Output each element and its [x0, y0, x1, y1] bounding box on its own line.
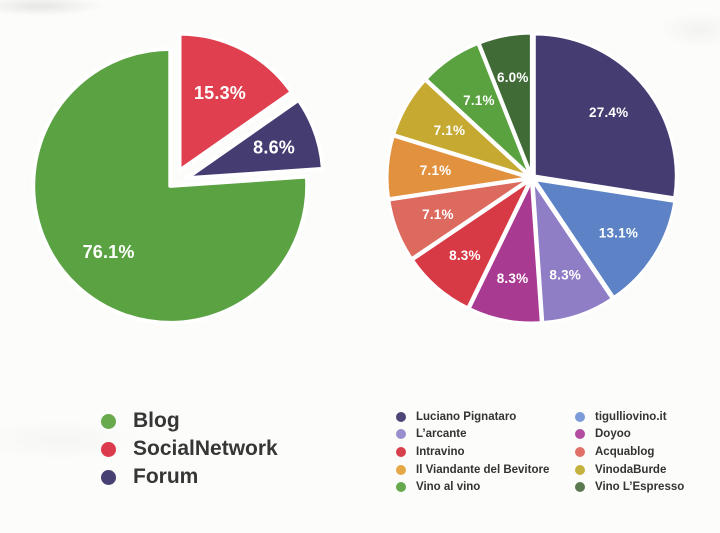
legend-item-vinodaburde: VinodaBurde: [575, 461, 684, 479]
legend-color-dot: [101, 413, 116, 429]
pie-slice-percentage-label: 6.0%: [497, 70, 529, 85]
pie-slice-percentage-label: 27.4%: [589, 105, 628, 120]
pie-slice-percentage-label: 7.1%: [463, 93, 495, 108]
legend-item-socialnetwork: SocialNetwork: [101, 435, 278, 463]
legend-color-dot: [101, 441, 116, 457]
source-type-pie-chart: 15.3% 8.6% 76.1%: [31, 31, 325, 325]
pie-slice-percentage-label: 76.1%: [83, 242, 135, 262]
legend-color-dot: [101, 469, 116, 485]
pie-slice-percentage-label: 7.1%: [422, 207, 454, 222]
legend-label: tigulliovino.it: [595, 410, 667, 423]
legend-color-dot: [575, 446, 585, 457]
legend-label: Luciano Pignataro: [416, 410, 517, 423]
legend-color-dot: [575, 482, 585, 493]
pie-slice-blog: [31, 46, 310, 325]
pie-slice-percentage-label: 8.3%: [449, 248, 481, 263]
legend-label: VinodaBurde: [595, 463, 667, 476]
legend-label: Doyoo: [595, 428, 631, 441]
legend-label: Acquablog: [595, 445, 655, 458]
pie-slice-vino-l-espresso: [477, 31, 533, 177]
pie-slice-percentage-label: 15.3%: [194, 83, 246, 103]
blog-legend-column-2: tigulliovino.it Doyoo Acquablog VinodaBurde…: [575, 408, 684, 496]
legend-item-luciano-pignataro: Luciano Pignataro: [396, 408, 575, 426]
pie-slice-l-arcante: [531, 179, 614, 324]
legend-item-blog: Blog: [101, 407, 278, 435]
pie-slice-percentage-label: 7.1%: [420, 163, 452, 178]
legend-label: Il Viandante del Bevitore: [416, 463, 550, 476]
legend-label: Blog: [133, 409, 180, 432]
pie-slice-percentage-label: 8.3%: [497, 271, 529, 286]
pie-slice-socialnetwork: [177, 31, 294, 173]
pie-slice-luciano-pignataro: [532, 32, 678, 200]
legend-color-dot: [396, 464, 406, 475]
blog-legend-column-1: Luciano Pignataro L’arcante Intravino Il Vi…: [396, 408, 575, 496]
legend-item-intravino: Intravino: [396, 443, 575, 461]
legend-label: L’arcante: [416, 428, 467, 441]
blog-ranking-pie-chart: 27.4%13.1%8.3%8.3%8.3%7.1%7.1%7.1%7.1%6.…: [385, 31, 678, 325]
legend-color-dot: [396, 429, 406, 440]
legend-color-dot: [575, 411, 585, 422]
legend-color-dot: [396, 411, 406, 422]
legend-color-dot: [396, 482, 406, 493]
pie-slice-intravino: [410, 178, 532, 310]
source-type-legend: Blog SocialNetwork Forum: [101, 407, 278, 491]
blog-ranking-legend: Luciano Pignataro L’arcante Intravino Il Vi…: [396, 408, 684, 496]
legend-item-vino-l-espresso: Vino L’Espresso: [575, 478, 684, 496]
legend-label: Vino L’Espresso: [595, 481, 685, 494]
legend-color-dot: [575, 464, 585, 475]
legend-label: Intravino: [416, 445, 465, 458]
pie-slice-doyoo: [467, 179, 543, 325]
legend-item-vino-al-vino: Vino al vino: [396, 478, 575, 496]
legend-item-l-arcante: L’arcante: [396, 426, 575, 444]
legend-item-il-viandante-del-bevitore: Il Viandante del Bevitore: [396, 461, 575, 479]
legend-label: SocialNetwork: [133, 437, 278, 460]
legend-item-forum: Forum: [101, 463, 278, 491]
legend-item-acquablog: Acquablog: [575, 443, 684, 461]
legend-label: Forum: [133, 465, 199, 488]
pie-slice-percentage-label: 8.3%: [549, 267, 581, 282]
legend-item-doyoo: Doyoo: [575, 426, 684, 444]
pie-slice-percentage-label: 8.6%: [253, 137, 295, 157]
legend-color-dot: [575, 429, 585, 440]
pie-slice-forum: [184, 97, 325, 181]
pie-slice-tigulliovino.it: [533, 178, 677, 299]
legend-color-dot: [396, 446, 406, 457]
pie-slice-percentage-label: 13.1%: [599, 226, 638, 241]
legend-label: Vino al vino: [416, 481, 481, 494]
pie-slice-percentage-label: 7.1%: [434, 123, 466, 138]
legend-item-tigulliovino.it: tigulliovino.it: [575, 408, 684, 426]
